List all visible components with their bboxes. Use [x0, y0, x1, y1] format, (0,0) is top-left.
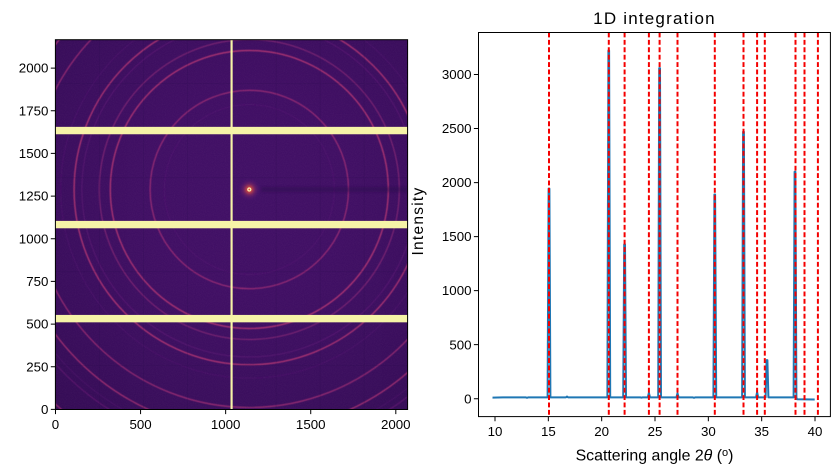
svg-text:2000: 2000	[442, 175, 472, 190]
svg-text:35: 35	[754, 424, 769, 439]
svg-text:250: 250	[26, 359, 48, 374]
svg-text:1000: 1000	[19, 231, 49, 246]
svg-text:500: 500	[26, 317, 48, 332]
svg-text:500: 500	[129, 417, 151, 432]
svg-text:1250: 1250	[19, 189, 49, 204]
svg-text:2500: 2500	[442, 121, 472, 136]
svg-text:3000: 3000	[442, 67, 472, 82]
svg-text:Intensity: Intensity	[410, 187, 427, 256]
svg-text:1750: 1750	[19, 103, 49, 118]
svg-text:Scattering angle 2θ (o): Scattering angle 2θ (o)	[576, 447, 734, 465]
svg-text:750: 750	[26, 274, 48, 289]
svg-text:0: 0	[464, 391, 471, 406]
svg-text:0: 0	[41, 402, 48, 417]
svg-text:15: 15	[541, 424, 556, 439]
svg-text:40: 40	[808, 424, 823, 439]
svg-text:1000: 1000	[211, 417, 241, 432]
svg-text:2000: 2000	[381, 417, 411, 432]
svg-text:2000: 2000	[19, 61, 49, 76]
svg-text:1500: 1500	[19, 146, 49, 161]
svg-text:30: 30	[701, 424, 716, 439]
svg-text:25: 25	[648, 424, 663, 439]
svg-text:1500: 1500	[296, 417, 326, 432]
svg-text:1000: 1000	[442, 283, 472, 298]
svg-text:1D integration: 1D integration	[593, 9, 716, 28]
svg-text:500: 500	[449, 337, 471, 352]
svg-text:1500: 1500	[442, 229, 472, 244]
svg-text:0: 0	[52, 417, 59, 432]
svg-text:20: 20	[594, 424, 609, 439]
svg-text:10: 10	[488, 424, 503, 439]
